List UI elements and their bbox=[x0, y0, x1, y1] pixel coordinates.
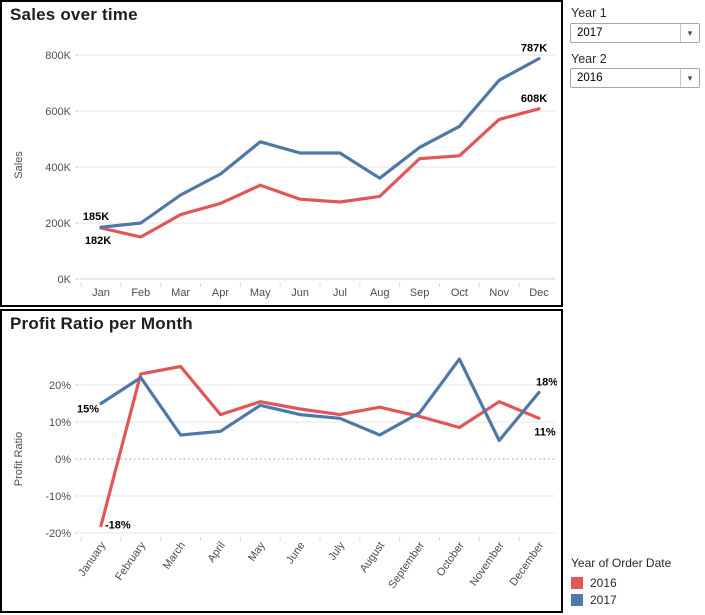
profit-x-tick-label: July bbox=[326, 539, 347, 562]
profit-x-tick-label: December bbox=[508, 540, 547, 589]
profit-line-2016[interactable] bbox=[99, 364, 541, 528]
sales-data-label: 608K bbox=[521, 93, 547, 105]
sales-y-tick-label: 600K bbox=[45, 106, 71, 118]
profit-chart-title: Profit Ratio per Month bbox=[10, 314, 193, 333]
sales-x-tick-label: Jan bbox=[92, 287, 110, 299]
filter-sidebar: Year 1 2017 ▾ Year 2 2016 ▾ Year of Orde… bbox=[565, 0, 705, 615]
sales-chart[interactable]: 0K 200K 400K 600K 800K Jan Feb Mar Apr May Jun Jul A… bbox=[2, 2, 557, 301]
chevron-down-icon[interactable]: ▾ bbox=[680, 69, 699, 87]
year1-dropdown-value: 2017 bbox=[577, 27, 603, 39]
profit-x-tick-label: March bbox=[161, 540, 188, 572]
profit-x-tick-label: June bbox=[284, 540, 308, 566]
sales-x-tick-label: Feb bbox=[131, 287, 150, 299]
profit-y-axis-title: Profit Ratio bbox=[13, 432, 25, 486]
color-legend: Year of Order Date 2016 2017 bbox=[571, 556, 703, 608]
profit-ratio-chart[interactable]: -20% -10% 0% 10% 20% January February March Apri… bbox=[2, 311, 557, 607]
profit-y-tick-label: -20% bbox=[45, 528, 71, 540]
sales-x-tick-label: Dec bbox=[529, 287, 549, 299]
sales-y-axis-title: Sales bbox=[13, 151, 25, 179]
sales-axis-grid: 0K 200K 400K 600K 800K bbox=[45, 50, 555, 287]
sales-line-2016[interactable] bbox=[99, 107, 541, 239]
sales-x-tick-label: Oct bbox=[451, 287, 468, 299]
sales-data-label: 182K bbox=[85, 235, 111, 247]
sales-x-tick-label: Nov bbox=[489, 287, 509, 299]
sales-line-2017[interactable] bbox=[99, 56, 541, 229]
profit-y-tick-label: 10% bbox=[49, 417, 71, 429]
profit-x-tick-label: April bbox=[205, 540, 227, 565]
profit-y-tick-label: -10% bbox=[45, 491, 71, 503]
sales-y-tick-label: 0K bbox=[58, 274, 72, 286]
profit-data-label: 15% bbox=[77, 404, 99, 416]
chevron-down-icon[interactable]: ▾ bbox=[680, 24, 699, 42]
profit-x-tick-label: November bbox=[468, 540, 507, 589]
profit-data-label: 18% bbox=[536, 376, 557, 388]
sales-x-tick-label: Aug bbox=[370, 287, 390, 299]
profit-x-tick-label: May bbox=[246, 539, 268, 563]
profit-x-tick-label: February bbox=[113, 539, 148, 582]
sales-x-tick-label: Jul bbox=[333, 287, 347, 299]
year1-filter-label: Year 1 bbox=[571, 6, 607, 20]
year2-dropdown-value: 2016 bbox=[577, 72, 603, 84]
year2-dropdown[interactable]: 2016 ▾ bbox=[570, 68, 700, 88]
sales-x-tick-label: Mar bbox=[171, 287, 190, 299]
sales-x-tick-label: Jun bbox=[291, 287, 309, 299]
legend-label-2016: 2016 bbox=[590, 575, 617, 590]
profit-axis-grid: -20% -10% 0% 10% 20% bbox=[45, 380, 555, 541]
profit-x-tick-label: August bbox=[358, 540, 387, 575]
sales-x-tick-label: Apr bbox=[212, 287, 229, 299]
legend-swatch-2016 bbox=[571, 576, 583, 589]
sales-x-tick-label: May bbox=[250, 287, 271, 299]
profit-data-label: -18% bbox=[105, 520, 131, 532]
sales-chart-title: Sales over time bbox=[10, 5, 138, 24]
profit-x-tick-label: September bbox=[386, 540, 427, 591]
profit-chart-panel: -20% -10% 0% 10% 20% January February March Apri… bbox=[0, 309, 563, 613]
profit-x-tick-label: October bbox=[435, 540, 467, 579]
legend-title: Year of Order Date bbox=[571, 556, 672, 570]
sales-data-label: 185K bbox=[83, 211, 109, 223]
legend-item-2017[interactable]: 2017 bbox=[571, 591, 703, 608]
sales-y-tick-label: 200K bbox=[45, 218, 71, 230]
legend-item-2016[interactable]: 2016 bbox=[571, 574, 703, 591]
year1-dropdown[interactable]: 2017 ▾ bbox=[570, 23, 700, 43]
sales-y-tick-label: 400K bbox=[45, 162, 71, 174]
sales-chart-panel: 0K 200K 400K 600K 800K Jan Feb Mar Apr May Jun Jul A… bbox=[0, 0, 563, 307]
profit-line-2017[interactable] bbox=[99, 357, 541, 443]
sales-x-tick-label: Sep bbox=[410, 287, 430, 299]
profit-x-tick-label: January bbox=[76, 539, 109, 578]
sales-data-label: 787K bbox=[521, 43, 547, 55]
profit-data-label: 11% bbox=[534, 426, 556, 438]
profit-y-tick-label: 0% bbox=[55, 454, 71, 466]
profit-y-tick-label: 20% bbox=[49, 380, 71, 392]
year2-filter-label: Year 2 bbox=[571, 52, 607, 66]
legend-swatch-2017 bbox=[571, 593, 583, 606]
legend-label-2017: 2017 bbox=[590, 592, 617, 607]
sales-y-tick-label: 800K bbox=[45, 50, 71, 62]
